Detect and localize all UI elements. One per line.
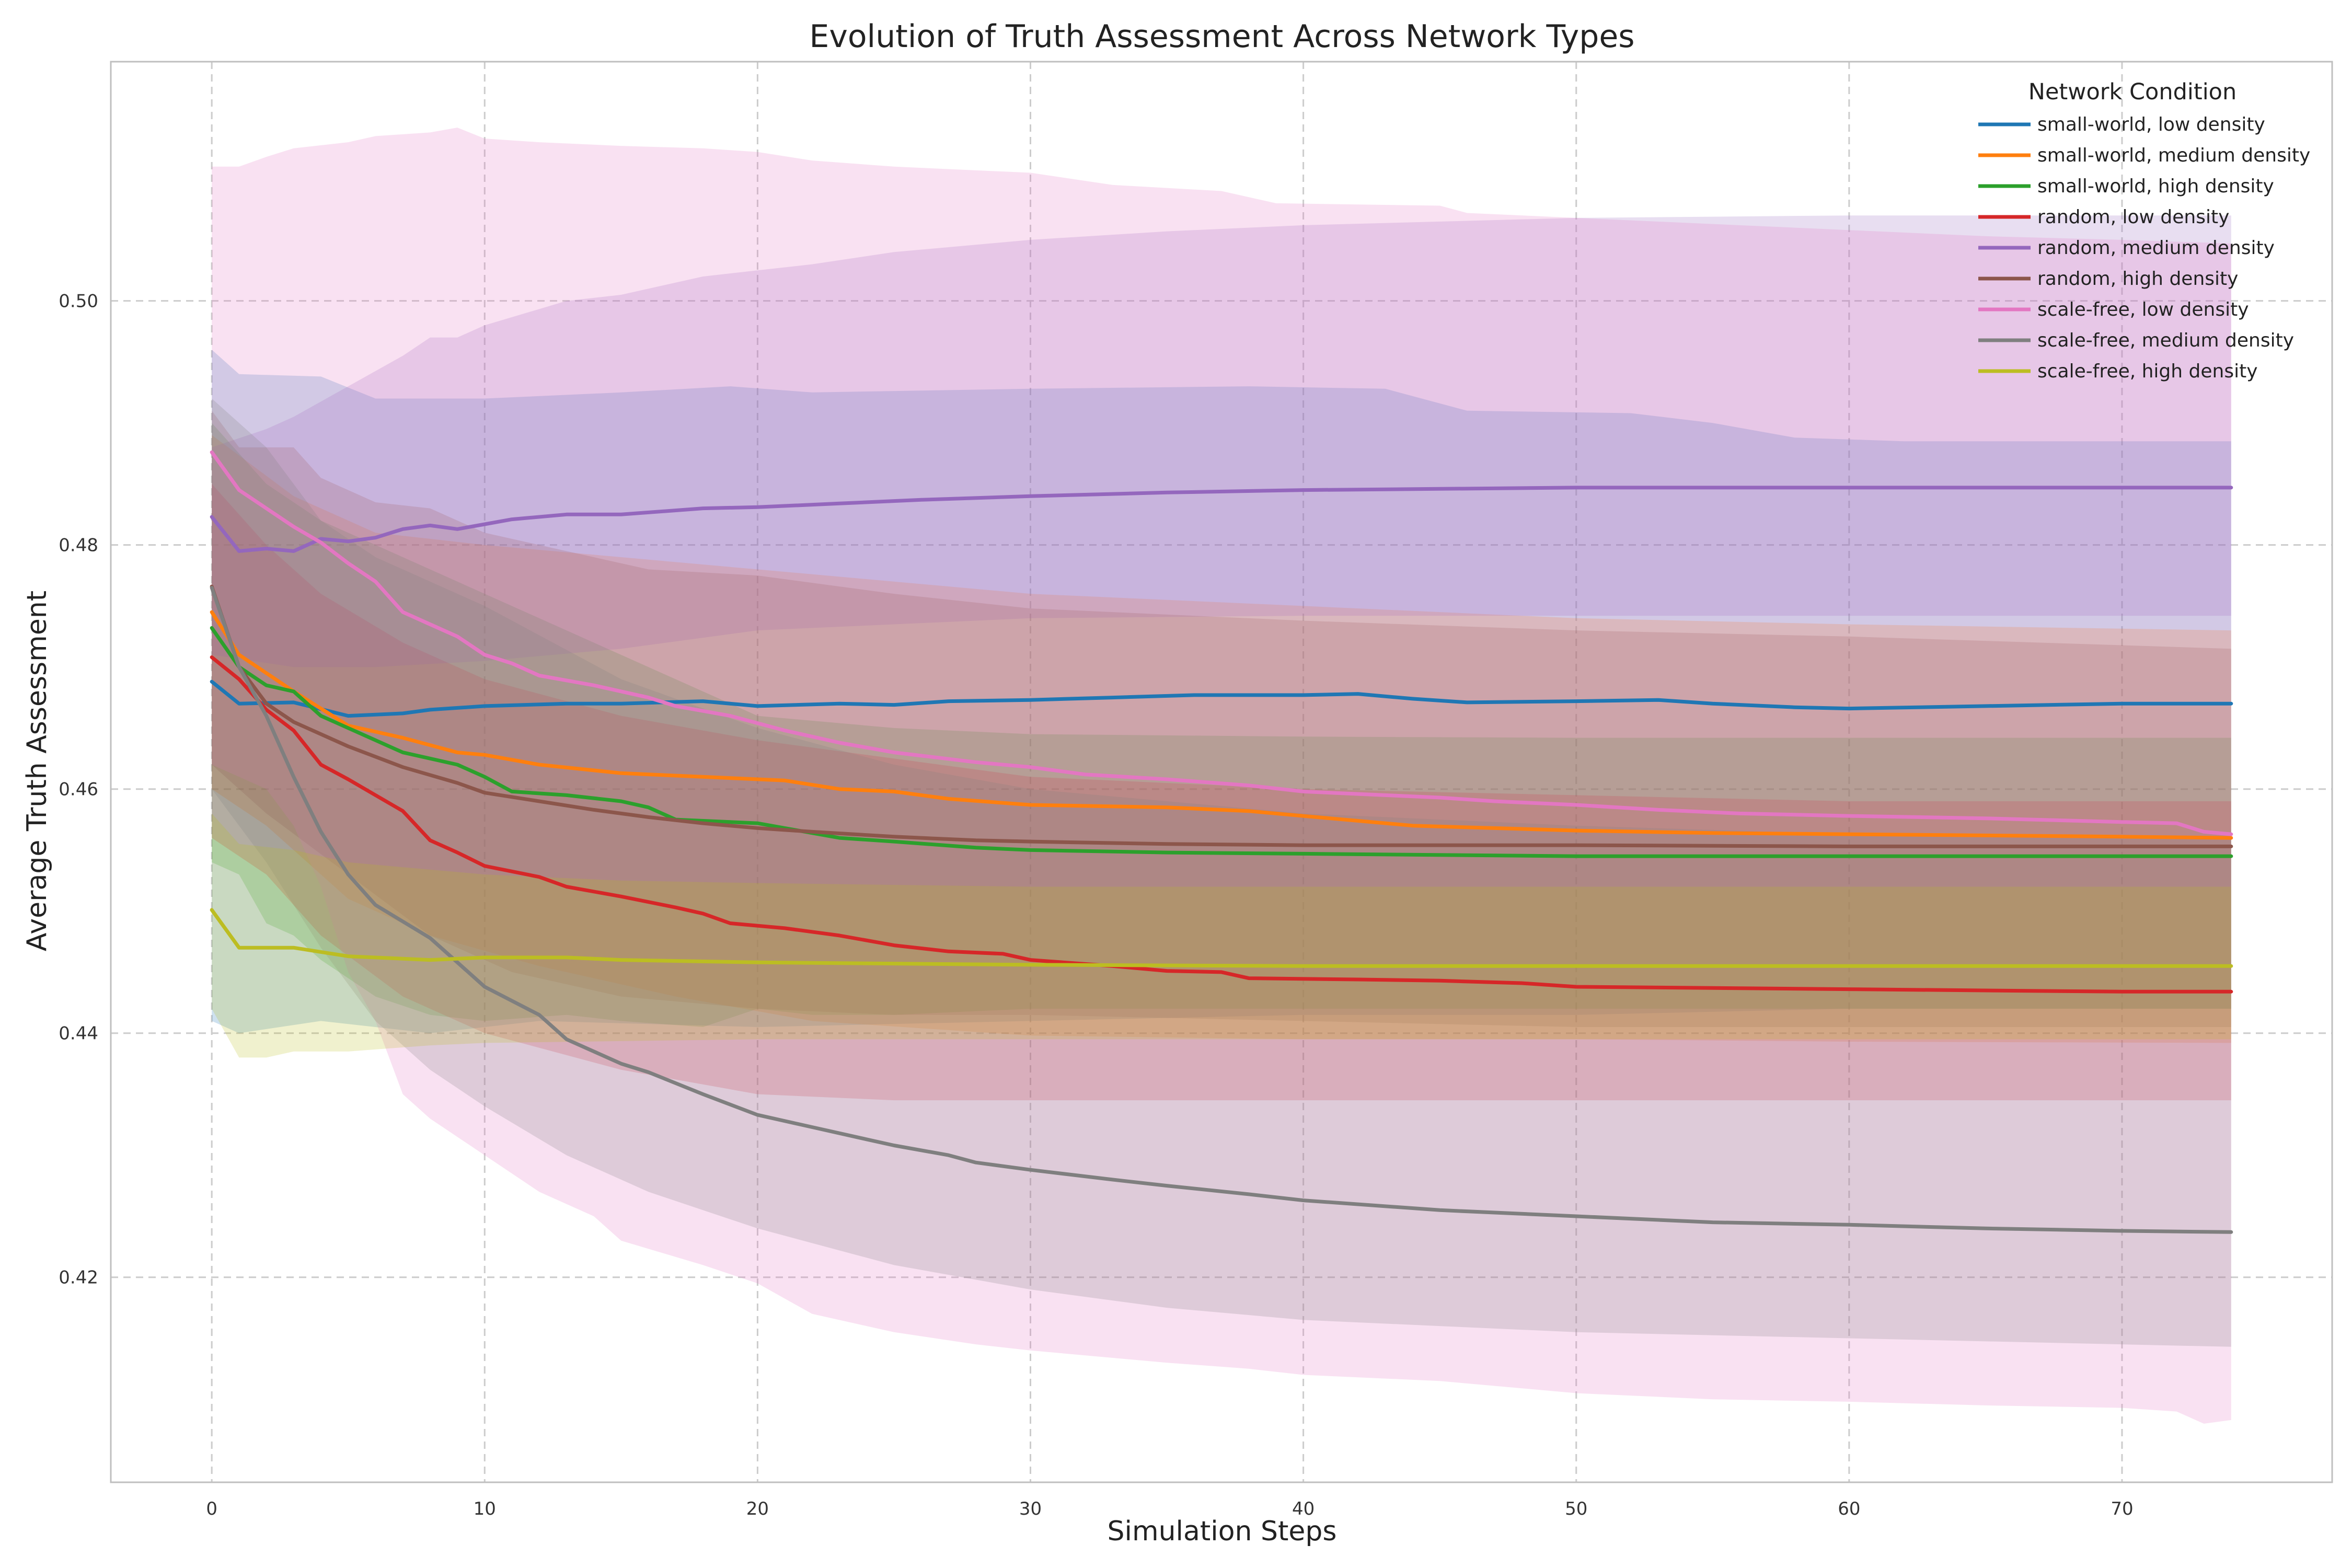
series-lines — [210, 450, 2233, 1234]
legend-item: random, medium density — [1978, 237, 2275, 259]
legend-item: random, high density — [1978, 268, 2238, 290]
x-tick-label: 30 — [1019, 1498, 1042, 1519]
x-tick-label: 70 — [2111, 1498, 2133, 1519]
legend-item: scale-free, medium density — [1978, 330, 2294, 351]
series-line — [210, 450, 2233, 836]
y-tick-label: 0.44 — [59, 1023, 98, 1044]
x-tick-label: 60 — [1838, 1498, 1860, 1519]
legend-label: small-world, high density — [2037, 176, 2274, 197]
confidence-band — [212, 423, 2231, 1028]
series-line — [210, 585, 2233, 1234]
plot-area — [111, 62, 2332, 1482]
series-line — [210, 610, 2233, 840]
legend-item: small-world, high density — [1978, 176, 2274, 197]
tick-labels: 0 10 20 30 40 50 60 70 0.42 0.44 0.46 0.48 0.50 — [59, 291, 2133, 1519]
confidence-band — [212, 215, 2231, 667]
y-tick-label: 0.46 — [59, 779, 98, 800]
legend-title: Network Condition — [2028, 79, 2236, 105]
confidence-band — [212, 398, 2231, 1347]
series-line — [210, 908, 2233, 968]
series-line — [210, 584, 2233, 848]
plot-frame — [110, 61, 2333, 1483]
x-tick-label: 40 — [1292, 1498, 1315, 1519]
legend-item: small-world, medium density — [1978, 145, 2310, 166]
y-tick-label: 0.48 — [59, 535, 98, 556]
y-tick-label: 0.50 — [59, 291, 98, 312]
x-axis-label: Simulation Steps — [1107, 1516, 1336, 1547]
y-axis-label: Average Truth Assessment — [21, 591, 53, 951]
x-tick-label: 50 — [1565, 1498, 1587, 1519]
legend-label: small-world, medium density — [2037, 145, 2310, 166]
series-line — [210, 486, 2233, 553]
series-line — [210, 655, 2233, 994]
series-line — [210, 679, 2233, 718]
confidence-band — [212, 410, 2231, 1027]
confidence-band — [212, 483, 2231, 1101]
legend-label: scale-free, medium density — [2037, 330, 2294, 351]
y-tick-label: 0.42 — [59, 1267, 98, 1288]
legend: Network Condition small-world, low densi… — [1978, 79, 2310, 382]
confidence-band — [212, 435, 2231, 1043]
legend-label: random, high density — [2037, 268, 2238, 290]
legend-label: small-world, low density — [2037, 114, 2265, 135]
legend-item: scale-free, low density — [1978, 299, 2249, 320]
grid — [111, 62, 2332, 1482]
chart-title: Evolution of Truth Assessment Across Net… — [809, 18, 1634, 55]
x-tick-label: 10 — [474, 1498, 496, 1519]
legend-label: random, low density — [2037, 206, 2229, 228]
legend-label: random, medium density — [2037, 237, 2275, 259]
legend-item: scale-free, high density — [1978, 361, 2258, 382]
confidence-band — [212, 813, 2231, 1058]
legend-items: small-world, low density small-world, med… — [1978, 114, 2310, 382]
x-tick-label: 20 — [746, 1498, 769, 1519]
legend-item: random, low density — [1978, 206, 2229, 228]
legend-label: scale-free, high density — [2037, 361, 2258, 382]
series-line — [210, 626, 2233, 858]
legend-item: small-world, low density — [1978, 114, 2265, 135]
confidence-band — [212, 350, 2231, 1033]
legend-label: scale-free, low density — [2037, 299, 2249, 320]
x-tick-label: 0 — [206, 1498, 217, 1519]
confidence-bands — [212, 128, 2231, 1424]
